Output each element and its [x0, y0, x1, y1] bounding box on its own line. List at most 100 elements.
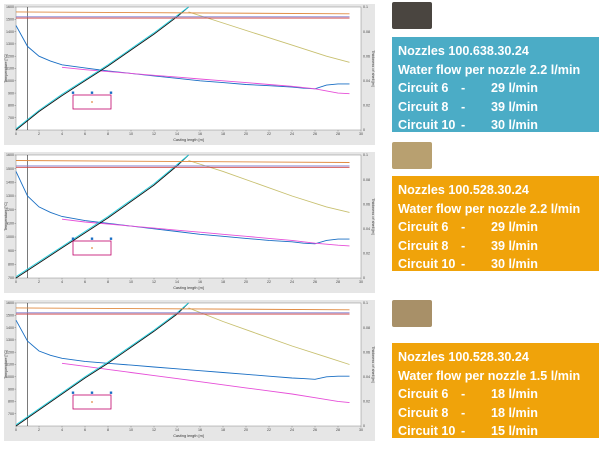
x-tick-label: 8: [107, 280, 109, 284]
x-axis-label: Casting length [m]: [173, 138, 204, 142]
x-tick-label: 28: [336, 132, 340, 136]
x-tick-label: 14: [175, 132, 179, 136]
x-tick-label: 14: [175, 280, 179, 284]
y2-tick-label: 0.08: [363, 30, 370, 34]
x-tick-label: 0: [15, 132, 17, 136]
x-tick-label: 10: [129, 428, 133, 432]
x-tick-label: 24: [290, 132, 294, 136]
y-tick-label: 800: [8, 263, 14, 267]
section-point: [90, 391, 94, 394]
x-tick-label: 28: [336, 280, 340, 284]
x-tick-label: 18: [221, 132, 225, 136]
y-tick-label: 1600: [6, 301, 14, 305]
y-tick-label: 1500: [6, 18, 14, 22]
x-tick-label: 2: [38, 132, 40, 136]
nozzle-photo: [392, 142, 432, 169]
x-tick-label: 18: [221, 428, 225, 432]
y-tick-label: 700: [8, 276, 14, 280]
circuit-row: Circuit 6- 29 l/min: [398, 79, 599, 98]
nozzle-photo: [392, 300, 432, 327]
circuit-row: Circuit 8- 18 l/min: [398, 404, 599, 423]
series-line: [188, 11, 350, 63]
nozzle-type: Nozzles 100.528.30.24: [398, 350, 529, 364]
x-tick-label: 6: [84, 280, 86, 284]
cooling-chart: 0 2 4 6 8 10 12 14 16 18 20 22 24 26 28 307008009001000…: [4, 301, 375, 438]
section-center: [91, 401, 93, 403]
x-tick-label: 16: [198, 280, 202, 284]
x-tick-label: 24: [290, 280, 294, 284]
circuit-flow: 18 l/min: [491, 405, 538, 420]
strand-section: [72, 94, 112, 110]
x-tick-label: 2: [38, 280, 40, 284]
series-line: [15, 171, 350, 245]
x-tick-label: 30: [359, 132, 363, 136]
x-tick-label: 30: [359, 428, 363, 432]
section-center: [91, 247, 93, 249]
y2-tick-label: 0.1: [363, 5, 368, 9]
circuit-dash: -: [461, 81, 466, 95]
x-tick-label: 18: [221, 280, 225, 284]
x-tick-label: 30: [359, 280, 363, 284]
section-point: [71, 391, 75, 394]
x-tick-label: 12: [152, 428, 156, 432]
x-tick-label: 20: [244, 428, 248, 432]
section-point: [71, 237, 75, 240]
y-tick-label: 1000: [6, 375, 14, 379]
circuit-dash: -: [461, 220, 466, 234]
section-point: [71, 91, 75, 94]
y-tick-label: 1200: [6, 350, 14, 354]
x-tick-label: 16: [198, 428, 202, 432]
x-tick-label: 4: [61, 132, 63, 136]
circuit-dash: -: [461, 118, 466, 132]
x-tick-label: 26: [313, 280, 317, 284]
x-tick-label: 26: [313, 428, 317, 432]
circuit-name: Circuit 10: [398, 257, 456, 271]
series-line: [15, 6, 189, 130]
y2-axis-label: Thickness of shell [m]: [371, 346, 375, 383]
x-axis-label: Casting length [m]: [173, 286, 204, 290]
x-tick-label: 4: [61, 428, 63, 432]
section-point: [109, 237, 113, 240]
circuit-dash: -: [461, 387, 466, 401]
circuit-name: Circuit 6: [398, 387, 449, 401]
x-tick-label: 14: [175, 428, 179, 432]
circuit-name: Circuit 8: [398, 238, 449, 253]
y2-tick-label: 0: [363, 128, 365, 132]
circuit-flow: 29 l/min: [491, 81, 538, 95]
y-tick-label: 1500: [6, 314, 14, 318]
circuit-dash: -: [461, 99, 466, 114]
circuit-row: Circuit 8- 39 l/min: [398, 237, 599, 256]
circuit-name: Circuit 6: [398, 220, 449, 234]
cooling-chart: 0 2 4 6 8 10 12 14 16 18 20 22 24 26 28 307008009001000…: [4, 5, 375, 142]
x-tick-label: 26: [313, 132, 317, 136]
y2-tick-label: 0.04: [363, 227, 370, 231]
y-tick-label: 1100: [6, 222, 14, 226]
x-tick-label: 22: [267, 280, 271, 284]
series-line: [15, 307, 350, 311]
series-line: [61, 362, 350, 404]
series-line: [15, 6, 189, 131]
circuit-row: Circuit 10- 15 l/min: [398, 422, 599, 441]
circuit-flow: 39 l/min: [491, 238, 538, 253]
nozzle-photo: [392, 2, 432, 29]
y-tick-label: 1200: [6, 208, 14, 212]
circuit-name: Circuit 10: [398, 118, 456, 132]
water-flow: Water flow per nozzle 2.2 l/min: [398, 62, 581, 77]
circuit-row: Circuit 6- 18 l/min: [398, 385, 599, 404]
y-tick-label: 1600: [6, 153, 14, 157]
y-axis-label: Temperature [°C]: [4, 54, 8, 83]
y-tick-label: 1400: [6, 326, 14, 330]
series-line: [15, 154, 189, 277]
y-tick-label: 1100: [6, 363, 14, 367]
x-tick-label: 4: [61, 280, 63, 284]
circuit-dash: -: [461, 424, 466, 438]
y-axis-label: Temperature [°C]: [4, 202, 8, 231]
y2-axis-label: Thickness of shell [m]: [371, 50, 375, 87]
series-line: [188, 160, 350, 213]
x-tick-label: 22: [267, 428, 271, 432]
strand-section: [72, 394, 112, 410]
x-tick-label: 6: [84, 428, 86, 432]
x-tick-label: 22: [267, 132, 271, 136]
y-axis-label: Temperature [°C]: [4, 350, 8, 379]
section-point: [109, 91, 113, 94]
